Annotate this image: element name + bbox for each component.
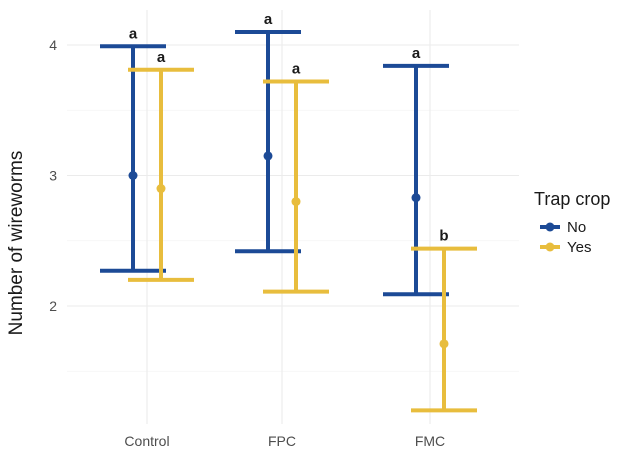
mean-point (291, 197, 301, 207)
mean-point (128, 171, 138, 180)
x-tick-label: FPC (268, 433, 296, 449)
significance-label: a (157, 49, 166, 66)
mean-point (411, 193, 421, 203)
legend-title: Trap crop (534, 189, 610, 209)
y-tick-labels: 2 3 4 (49, 37, 57, 314)
legend: Trap crop No Yes (534, 189, 610, 256)
y-tick-label: 3 (49, 168, 57, 184)
mean-point (156, 184, 166, 194)
mean-point (439, 339, 449, 349)
error-bar (383, 63, 449, 297)
legend-item: No (540, 219, 586, 236)
y-tick-label: 2 (49, 298, 57, 314)
error-bar (411, 246, 477, 413)
significance-label: a (264, 11, 273, 28)
legend-label: Yes (567, 239, 591, 256)
legend-label: No (567, 219, 586, 236)
significance-labels: a a a a a b (129, 11, 449, 245)
legend-item: Yes (540, 239, 591, 256)
legend-key-point (545, 222, 555, 232)
x-tick-label: FMC (415, 433, 445, 449)
data-points (128, 151, 449, 349)
error-bar (100, 44, 166, 273)
significance-label: a (292, 61, 301, 78)
significance-label: a (129, 25, 138, 42)
x-tick-label: Control (124, 433, 169, 449)
error-bar (128, 67, 194, 282)
legend-key-point (545, 242, 555, 252)
significance-label: b (439, 228, 448, 245)
significance-label: a (412, 45, 421, 62)
error-bar (235, 29, 301, 254)
y-tick-label: 4 (49, 37, 57, 53)
error-bar (263, 79, 329, 294)
y-axis-title: Number of wireworms (6, 151, 27, 336)
error-bars (100, 29, 477, 413)
mean-point (263, 151, 273, 161)
x-tick-labels: Control FPC FMC (124, 433, 445, 449)
